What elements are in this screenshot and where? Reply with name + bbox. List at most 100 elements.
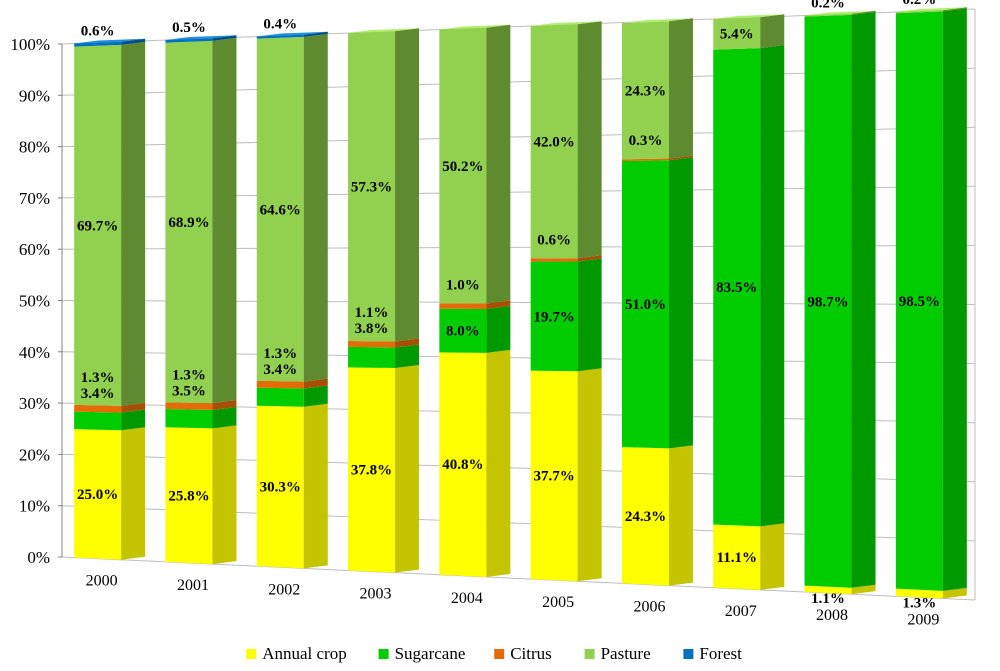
legend-label: Annual crop	[262, 644, 347, 663]
y-tick-label: 70%	[19, 189, 50, 208]
bar-top-face	[348, 28, 420, 34]
data-label: 83.5%	[716, 280, 757, 296]
legend: Annual crop Sugarcane Citrus Pasture Forest	[246, 644, 742, 663]
y-tick-label: 10%	[19, 497, 50, 516]
bar-2006	[621, 18, 693, 586]
data-label: 69.7%	[77, 219, 118, 235]
bar-segment-citrus	[256, 380, 304, 389]
x-tick-label: 2005	[542, 594, 574, 611]
bar-segment-pasture	[256, 36, 304, 382]
data-label: 3.5%	[172, 383, 206, 399]
y-tick-label: 40%	[19, 343, 50, 362]
bar-segment-citrus	[621, 158, 669, 162]
bar-segment-side	[212, 407, 237, 429]
data-label: 98.7%	[807, 294, 848, 310]
data-label: 42.0%	[534, 135, 575, 151]
bar-segment-side	[577, 255, 602, 262]
bar-segment-side	[212, 35, 237, 41]
bar-segment-sugarcane	[439, 308, 487, 353]
x-tick-label: 2004	[451, 590, 483, 607]
bar-segment-sugarcane	[348, 346, 396, 369]
bar-segment-annual-crop	[348, 367, 396, 573]
bar-segment-side	[303, 33, 328, 382]
bar-segment-citrus	[74, 404, 122, 413]
y-tick-label: 0%	[27, 548, 50, 567]
bar-2009	[895, 7, 967, 599]
bar-segment-side	[577, 258, 602, 372]
bar-top-face	[895, 7, 967, 13]
y-tick-label: 60%	[19, 240, 50, 259]
y-tick-label: 20%	[19, 445, 50, 464]
legend-item-pasture: Pasture	[584, 644, 651, 663]
bar-segment-pasture	[439, 27, 487, 304]
data-label: 68.9%	[168, 215, 209, 231]
bar-segment-annual-crop	[74, 429, 122, 560]
bar-segment-side	[942, 587, 967, 599]
bar-segment-side	[121, 402, 146, 413]
data-label: 40.8%	[442, 457, 483, 473]
bar-segment-sugarcane	[74, 411, 122, 431]
bar-segment-side	[668, 445, 693, 586]
data-label: 0.4%	[263, 17, 297, 33]
bar-segment-side	[212, 400, 237, 411]
bar-segment-side	[760, 523, 785, 590]
bars	[74, 7, 967, 599]
data-label: 1.1%	[355, 305, 389, 321]
legend-label: Pasture	[601, 644, 651, 663]
bar-segment-sugarcane	[804, 14, 852, 588]
x-tick-label: 2008	[816, 607, 848, 624]
data-label: 1.0%	[446, 277, 480, 293]
data-label: 8.0%	[446, 324, 480, 340]
bar-2004	[439, 24, 511, 577]
bar-segment-side	[395, 28, 420, 342]
bar-top-face	[256, 31, 328, 37]
bar-segment-side	[303, 385, 328, 407]
y-tick-label: 50%	[19, 292, 50, 311]
x-tick-label: 2007	[725, 603, 757, 620]
bar-segment-side	[212, 425, 237, 565]
bar-segment-annual-crop	[713, 524, 761, 590]
bar-segment-pasture	[895, 10, 943, 14]
bar-segment-side	[395, 344, 420, 369]
bar-segment-citrus	[348, 340, 396, 348]
bar-segment-sugarcane	[713, 48, 761, 527]
data-label: 25.8%	[168, 488, 209, 504]
data-label: 24.3%	[625, 509, 666, 525]
bar-segment-side	[942, 7, 967, 12]
bar-segment-side	[851, 10, 876, 15]
bar-segment-side	[577, 21, 602, 259]
data-label: 11.1%	[717, 550, 757, 566]
data-label: 1.3%	[263, 346, 297, 362]
bar-top-face	[530, 21, 602, 27]
legend-label: Citrus	[510, 644, 552, 663]
y-tick-label: 100%	[10, 35, 50, 54]
data-label: 30.3%	[260, 480, 301, 496]
bar-2003	[348, 28, 420, 573]
data-label: 64.6%	[260, 202, 301, 218]
bar-segment-sugarcane	[895, 11, 943, 591]
x-axis: 2000 2001 2002 2003 2004 2005 2006 2007 2008 2009	[86, 573, 940, 629]
bar-segment-citrus	[530, 258, 578, 262]
bar-segment-pasture	[530, 24, 578, 259]
y-tick-label: 30%	[19, 394, 50, 413]
data-label: 24.3%	[625, 84, 666, 100]
x-tick-label: 2009	[907, 611, 939, 628]
bar-segment-side	[760, 45, 785, 527]
bar-segment-side	[486, 24, 511, 304]
data-label: 0.2%	[811, 0, 845, 12]
bar-segment-side	[668, 18, 693, 159]
bar-top-face	[74, 38, 146, 44]
bar-segment-annual-crop	[895, 588, 943, 599]
data-label: 0.3%	[629, 133, 663, 149]
y-tick-label: 90%	[19, 86, 50, 105]
bar-segment-annual-crop	[256, 405, 304, 569]
bar-segment-pasture	[348, 31, 396, 342]
legend-item-sugarcane: Sugarcane	[378, 644, 465, 663]
bar-segment-pasture	[74, 44, 122, 406]
legend-item-forest: Forest	[683, 644, 742, 663]
bar-segment-side	[121, 38, 146, 45]
bar-segment-side	[121, 427, 146, 560]
legend-item-citrus: Citrus	[494, 644, 552, 663]
bar-top-face	[165, 35, 237, 41]
